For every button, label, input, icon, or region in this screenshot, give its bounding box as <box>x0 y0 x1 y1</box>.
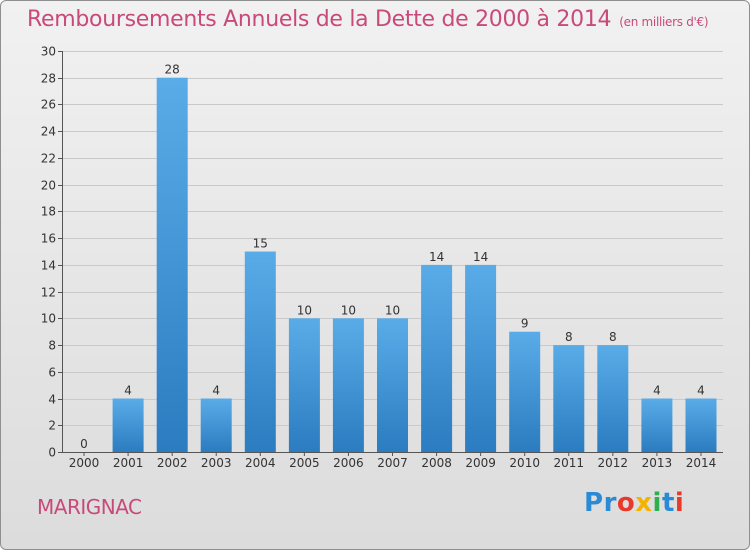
x-tick-label-2011: 2011 <box>554 456 585 470</box>
x-tick-label-2010: 2010 <box>509 456 540 470</box>
y-tick-label: 20 <box>41 179 56 193</box>
y-tick-label: 16 <box>41 232 56 246</box>
value-label-2003: 4 <box>212 384 220 398</box>
bar-2009 <box>465 264 497 452</box>
value-label-2009: 14 <box>473 250 488 264</box>
value-label-2014: 4 <box>697 384 705 398</box>
value-label-2011: 8 <box>565 330 573 344</box>
y-tick-label: 24 <box>41 125 56 139</box>
bar-2004 <box>244 251 276 452</box>
bar-2008 <box>421 264 453 452</box>
chart-title: Remboursements Annuels de la Dette de 20… <box>27 7 709 32</box>
logo-letter: i <box>652 488 662 518</box>
place-name: MARIGNAC <box>37 495 142 519</box>
y-tick-label: 22 <box>41 152 56 166</box>
y-tick-label: 6 <box>48 366 56 380</box>
value-label-2007: 10 <box>385 303 400 317</box>
x-tick-label-2005: 2005 <box>289 456 320 470</box>
value-label-2006: 10 <box>341 303 356 317</box>
y-tick-label: 0 <box>48 446 56 460</box>
value-label-2013: 4 <box>653 384 661 398</box>
bar-2005 <box>288 318 320 452</box>
unit-label: (en milliers d'€) <box>619 15 709 29</box>
bar-2002 <box>156 77 188 452</box>
logo-letter: t <box>661 488 675 518</box>
bar-2014 <box>685 398 717 452</box>
x-tick-label-2006: 2006 <box>333 456 364 470</box>
bar-2007 <box>377 318 408 452</box>
x-tick-label-2003: 2003 <box>201 456 232 470</box>
x-tick-label-2007: 2007 <box>377 456 408 470</box>
bar-2003 <box>200 398 232 452</box>
y-tick-label: 8 <box>48 339 56 353</box>
value-label-2001: 4 <box>124 384 132 398</box>
value-label-2005: 10 <box>297 303 312 317</box>
x-tick-label-2013: 2013 <box>642 456 673 470</box>
value-label-2008: 14 <box>429 250 444 264</box>
y-tick-label: 2 <box>48 419 56 433</box>
x-tick-label-2012: 2012 <box>598 456 629 470</box>
y-tick-label: 12 <box>41 286 56 300</box>
x-tick-label-2009: 2009 <box>465 456 496 470</box>
logo-letter: r <box>603 488 617 518</box>
logo-letter: o <box>616 488 636 518</box>
bar-2001 <box>112 398 144 452</box>
value-label-2000: 0 <box>80 437 88 451</box>
bar-2012 <box>597 345 629 452</box>
axes <box>58 51 723 456</box>
bar-2010 <box>509 331 541 452</box>
bar-2011 <box>553 345 585 452</box>
logo-letter: i <box>674 488 685 518</box>
labels: 0246810121416182022242628300200042001282… <box>41 45 717 471</box>
bar-2006 <box>332 318 364 452</box>
y-tick-label: 18 <box>41 205 56 219</box>
logo-letter: P <box>584 488 604 518</box>
bar-2013 <box>641 398 673 452</box>
chart-title-text: Remboursements Annuels de la Dette de 20… <box>27 7 612 32</box>
x-tick-label-2008: 2008 <box>421 456 452 470</box>
y-tick-label: 14 <box>41 259 56 273</box>
value-label-2012: 8 <box>609 330 617 344</box>
bars <box>112 77 717 452</box>
x-tick-label-2001: 2001 <box>113 456 144 470</box>
value-label-2010: 9 <box>521 317 529 331</box>
x-tick-label-2002: 2002 <box>157 456 188 470</box>
value-label-2004: 15 <box>253 237 268 251</box>
y-tick-label: 30 <box>41 45 56 59</box>
value-label-2002: 28 <box>165 63 180 77</box>
x-tick-label-2000: 2000 <box>69 456 100 470</box>
y-tick-label: 10 <box>41 312 56 326</box>
x-tick-label-2004: 2004 <box>245 456 276 470</box>
y-tick-label: 28 <box>41 72 56 86</box>
proxiti-logo: Proxiti <box>584 488 684 518</box>
y-tick-label: 4 <box>48 393 56 407</box>
x-tick-label-2014: 2014 <box>686 456 717 470</box>
y-tick-label: 26 <box>41 98 56 112</box>
logo-letter: x <box>635 488 653 518</box>
